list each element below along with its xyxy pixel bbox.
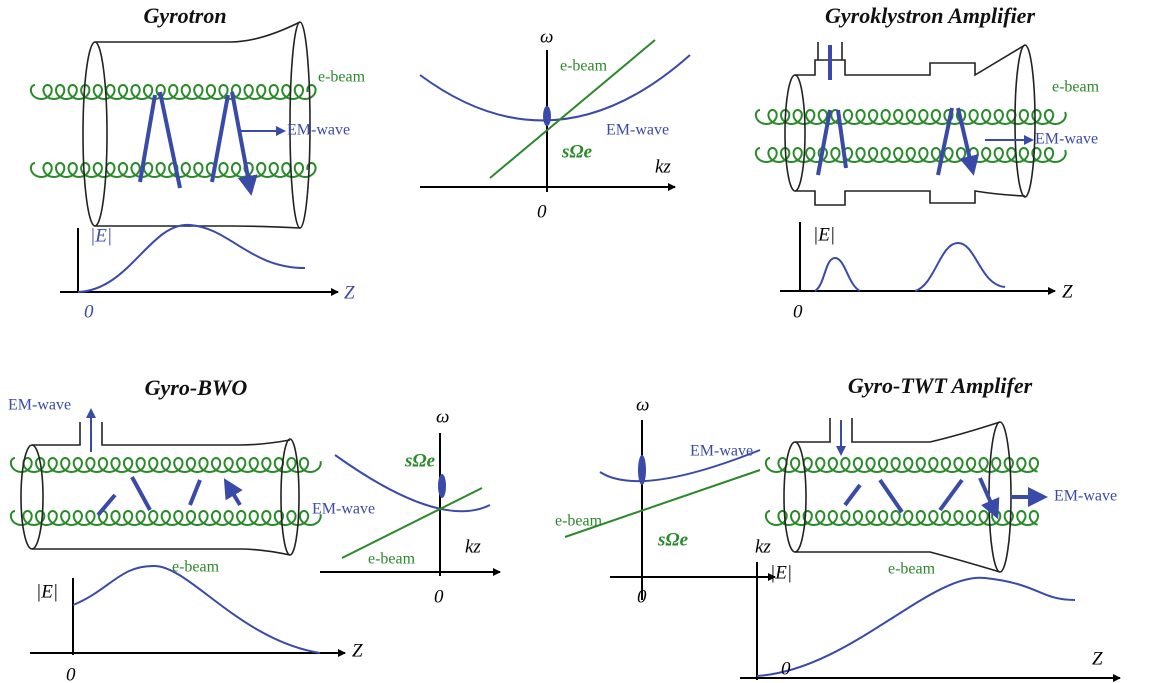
cavity-end: [280, 438, 300, 556]
beam-line: [341, 487, 483, 559]
field-axes: [30, 578, 345, 655]
omega-label: ω: [436, 406, 449, 427]
beam-line: [489, 39, 656, 179]
omega-label: ω: [540, 26, 553, 47]
electron-beam: [764, 509, 1039, 527]
origin-label: 0: [84, 301, 94, 322]
cyclotron-label: sΩe: [561, 141, 593, 162]
k-label: kz: [465, 536, 481, 557]
origin-label: 0: [434, 586, 444, 607]
field-label: |E|: [90, 225, 112, 246]
electron-beam: [754, 108, 1067, 126]
beam-label: e-beam: [1052, 79, 1100, 96]
wave-label: EM-wave: [1054, 488, 1117, 505]
z-label: Z: [344, 282, 355, 303]
wave-arrows: [96, 477, 240, 517]
electron-beam: [29, 83, 317, 101]
field-axes: [60, 228, 338, 292]
z-label: Z: [352, 640, 363, 661]
cavity-end: [82, 41, 108, 227]
field-axes: [740, 562, 1120, 680]
title: Gyro-TWT Amplifer: [848, 373, 1033, 398]
origin-label: 0: [781, 658, 791, 679]
field-label: |E|: [770, 562, 792, 583]
wave-label: EM-wave: [1035, 131, 1098, 148]
wave-label: EM-wave: [287, 122, 350, 139]
gyro-twt-dispersion: ω kz 0 sΩe EM-wave e-beam: [555, 394, 775, 607]
k-label: kz: [755, 536, 771, 557]
field-label: |E|: [813, 224, 835, 245]
wave-label: EM-wave: [312, 501, 375, 518]
beam-label: e-beam: [555, 513, 603, 530]
beam-label: e-beam: [368, 551, 416, 568]
beam-label: e-beam: [172, 559, 220, 576]
field-curve: [72, 564, 321, 654]
wave-curve: [419, 54, 691, 122]
z-label: Z: [1062, 281, 1073, 302]
electron-beam: [9, 456, 322, 474]
cavity-end: [988, 421, 1012, 573]
interaction-point: [638, 455, 646, 485]
wave-curve: [599, 449, 761, 483]
electron-beam: [9, 509, 322, 527]
field-curve: [77, 223, 306, 293]
omega-label: ω: [636, 394, 649, 415]
cavity: [32, 422, 291, 556]
interaction-point: [543, 106, 551, 126]
wave-arrows: [138, 91, 250, 188]
field-curve: [756, 576, 1076, 677]
wave-curve: [334, 454, 491, 513]
cavity: [795, 42, 1026, 206]
gyrotron-dispersion: ω kz 0 sΩe e-beam EM-wave: [419, 26, 691, 222]
beam-label: e-beam: [888, 561, 936, 578]
title: Gyrotron: [143, 3, 226, 28]
interaction-point: [438, 474, 446, 498]
field-curve: [814, 241, 1006, 292]
origin-label: 0: [537, 201, 547, 222]
beam-label: e-beam: [560, 58, 608, 75]
beam-label: e-beam: [318, 69, 366, 86]
title: Gyroklystron Amplifier: [825, 3, 1035, 28]
z-label: Z: [1092, 648, 1103, 669]
field-label: |E|: [36, 581, 58, 602]
electron-beam: [29, 161, 317, 179]
axes: [320, 433, 500, 576]
beam-line: [564, 469, 761, 538]
k-label: kz: [655, 156, 671, 177]
cavity-end: [289, 21, 311, 229]
origin-label: 0: [66, 664, 76, 683]
gyro-bwo-dispersion: ω kz 0 sΩe EM-wave e-beam: [312, 406, 500, 607]
wave-arrows: [843, 477, 995, 512]
wave-arrows: [816, 45, 972, 175]
gyroklystron-panel: Gyroklystron Amplifier EM-wave e-beam |E…: [780, 3, 1100, 322]
cyclotron-label: sΩe: [404, 450, 436, 471]
cyclotron-label: sΩe: [657, 529, 689, 550]
origin-label: 0: [793, 301, 803, 322]
gyro-twt-panel: Gyro-TWT Amplifer EM-wave e-beam |E| Z 0: [740, 373, 1120, 680]
wave-label: EM-wave: [690, 443, 753, 460]
cavity: [795, 418, 1001, 573]
wave-label: EM-wave: [606, 122, 669, 139]
electron-beam: [754, 146, 1067, 164]
title: Gyro-BWO: [145, 375, 248, 400]
origin-label: 0: [637, 586, 647, 607]
cavity: [95, 21, 301, 229]
cavity-end: [1014, 44, 1036, 198]
cavity-end: [784, 74, 806, 192]
electron-beam: [764, 456, 1039, 474]
gyro-bwo-panel: Gyro-BWO EM-wave e-beam |E| Z 0: [8, 375, 363, 683]
wave-label: EM-wave: [8, 397, 71, 414]
gyrotron-panel: Gyrotron EM-wave e-beam |E| Z 0: [60, 3, 366, 322]
